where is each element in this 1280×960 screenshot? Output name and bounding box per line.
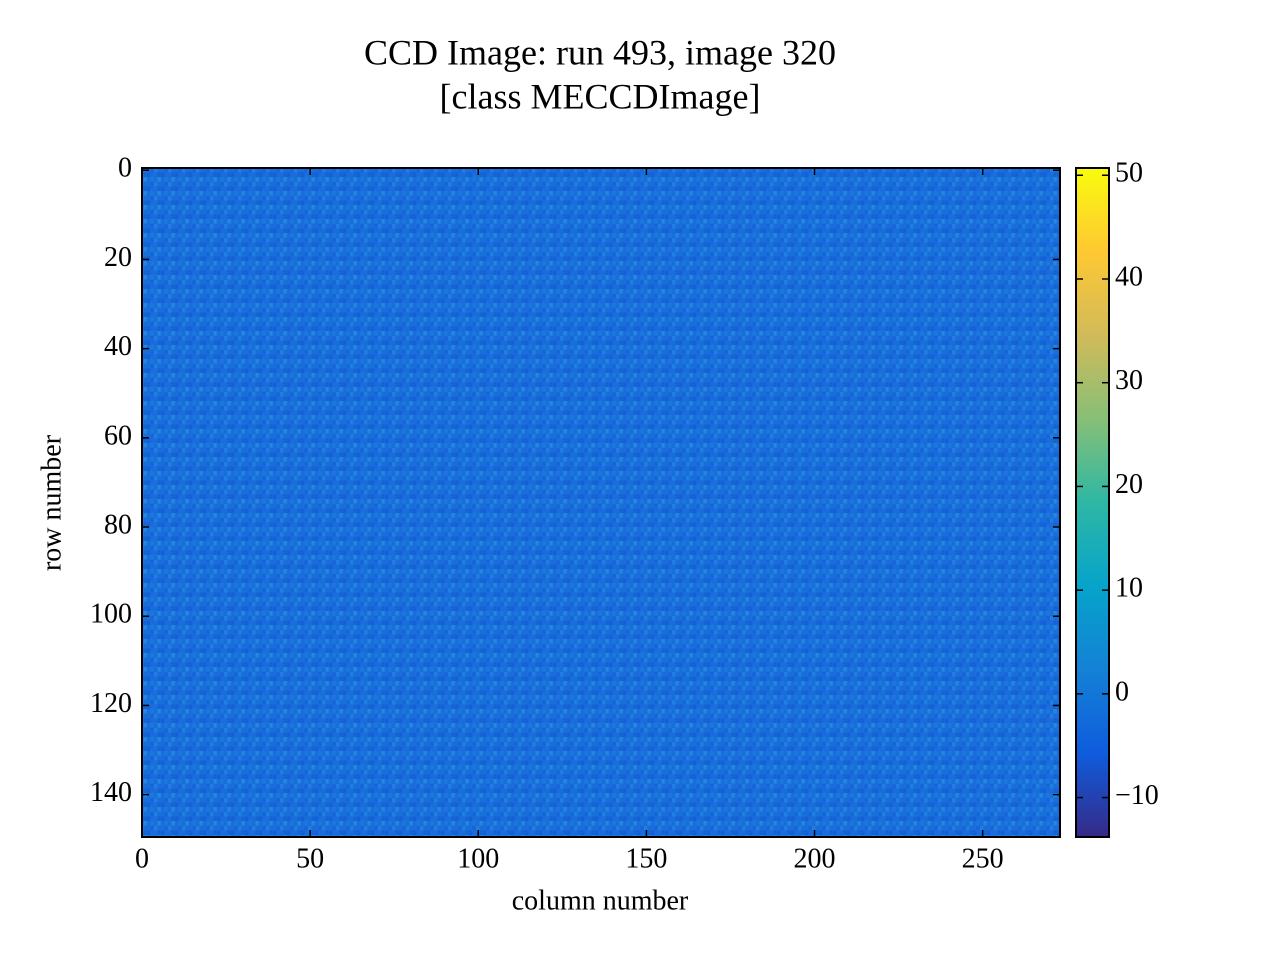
y-tick-label: 40 xyxy=(104,331,132,362)
chart-title: CCD Image: run 493, image 320 xyxy=(364,32,836,72)
x-tick-label: 100 xyxy=(457,843,499,874)
colorbar-tick-label: 10 xyxy=(1115,573,1143,604)
colorbar-tick-label: 30 xyxy=(1115,365,1143,396)
chart-subtitle: [class MECCDImage] xyxy=(440,76,761,116)
y-tick-label: 20 xyxy=(104,242,132,273)
ccd-image xyxy=(142,168,1060,837)
colorbar-tick-label: 50 xyxy=(1115,158,1143,189)
y-axis-label: row number xyxy=(36,434,67,571)
plot-frame xyxy=(141,167,1061,838)
colorbar-tick-label: 20 xyxy=(1115,469,1143,500)
colorbar-tick-label: 40 xyxy=(1115,261,1143,292)
x-tick-label: 50 xyxy=(296,843,324,874)
y-tick-label: 0 xyxy=(118,153,132,184)
colorbar-tick-label: −10 xyxy=(1115,780,1159,811)
x-axis-label: column number xyxy=(512,885,689,916)
x-tick-label: 200 xyxy=(794,843,836,874)
x-tick-label: 150 xyxy=(625,843,667,874)
y-tick-label: 80 xyxy=(104,509,132,540)
y-tick-label: 100 xyxy=(90,599,132,630)
colorbar xyxy=(1075,167,1110,838)
x-tick-label: 0 xyxy=(135,843,149,874)
x-tick-label: 250 xyxy=(962,843,1004,874)
y-tick-label: 140 xyxy=(90,777,132,808)
colorbar-tick-label: 0 xyxy=(1115,676,1129,707)
y-tick-label: 60 xyxy=(104,420,132,451)
y-tick-label: 120 xyxy=(90,688,132,719)
